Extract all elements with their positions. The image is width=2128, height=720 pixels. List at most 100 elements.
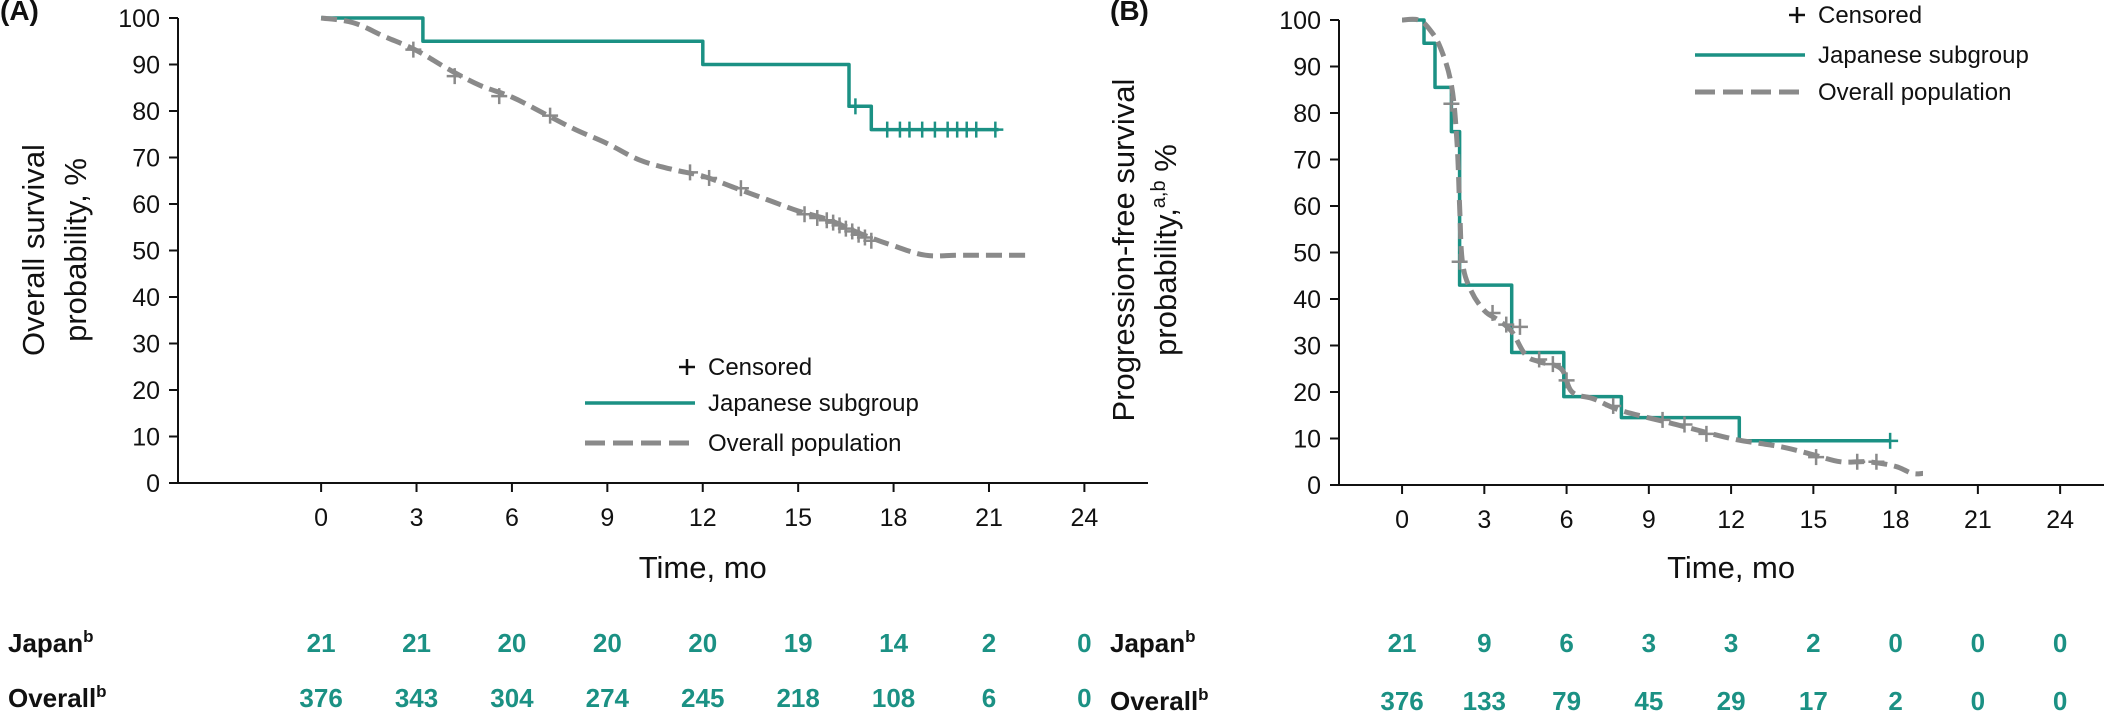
risk-value: 0 <box>1077 628 1091 658</box>
risk-value: 6 <box>1559 628 1573 658</box>
y-tick-label: 40 <box>132 284 160 312</box>
x-tick-label: 0 <box>1395 506 1409 534</box>
overall-censor-mark <box>809 209 826 226</box>
overall-censor-mark <box>863 232 880 249</box>
y-tick-label: 20 <box>1293 379 1321 407</box>
overall-censor-mark <box>491 88 508 105</box>
overall-censor-mark <box>542 107 559 124</box>
x-tick-label: 6 <box>505 504 519 532</box>
risk-value: 218 <box>776 683 819 713</box>
overall-censor-mark <box>796 206 813 223</box>
y-axis-label-line2: probability,a,b % <box>1148 144 1183 356</box>
japanese-subgroup-line <box>1402 18 1891 443</box>
overall-population-line <box>1401 16 1924 477</box>
x-tick-label: 21 <box>975 504 1003 532</box>
panel-label: (B) <box>1110 0 1149 26</box>
risk-row-label: Japanb <box>8 627 94 658</box>
legend-censored-label: Censored <box>708 354 812 381</box>
overall-censor-mark <box>1531 351 1548 368</box>
risk-value: 2 <box>1888 686 1902 716</box>
japan-censor-mark <box>968 121 985 138</box>
y-tick-label: 60 <box>132 191 160 219</box>
risk-value: 20 <box>688 628 717 658</box>
y-tick-label: 100 <box>1279 7 1321 35</box>
risk-value: 45 <box>1634 686 1663 716</box>
y-tick-label: 50 <box>132 238 160 266</box>
overall-censor-mark <box>1498 316 1515 333</box>
risk-value: 133 <box>1463 686 1506 716</box>
overall-censor-mark <box>1443 95 1460 112</box>
legend-overall-label: Overall population <box>1818 79 2011 106</box>
overall-censor-mark <box>701 169 718 186</box>
japan-censor-mark <box>847 98 864 115</box>
y-axis-label-line1: Overall survival <box>16 144 51 356</box>
legend-censored-label: Censored <box>1818 2 1922 29</box>
risk-value: 17 <box>1799 686 1828 716</box>
y-tick-label: 60 <box>1293 193 1321 221</box>
legend-censored-symbol <box>1789 7 1805 23</box>
overall-censor-mark <box>1654 411 1671 428</box>
risk-row-label: Overallb <box>1110 685 1209 716</box>
overall-censor-mark <box>405 41 422 58</box>
x-tick-label: 6 <box>1560 506 1574 534</box>
panel-label: (A) <box>0 0 39 26</box>
legend-japan-label: Japanese subgroup <box>708 390 919 417</box>
x-tick-label: 18 <box>1882 506 1910 534</box>
y-tick-label: 70 <box>132 145 160 173</box>
risk-value: 0 <box>2053 628 2067 658</box>
risk-value: 21 <box>1388 628 1417 658</box>
risk-row-label: Japanb <box>1110 627 1196 658</box>
overall-censor-mark <box>1605 397 1622 414</box>
overall-censor-mark <box>1544 356 1561 373</box>
japanese-subgroup-line <box>321 16 999 132</box>
overall-censor-mark <box>446 68 463 85</box>
risk-value: 343 <box>395 683 438 713</box>
y-axis-label-line2: probability, % <box>58 158 93 342</box>
x-tick-label: 0 <box>314 504 328 532</box>
overall-censor-mark <box>1849 453 1866 470</box>
x-tick-label: 3 <box>1477 506 1491 534</box>
risk-value: 20 <box>593 628 622 658</box>
overall-censor-mark <box>732 180 749 197</box>
japan-censor-mark <box>987 121 1004 138</box>
y-tick-label: 80 <box>1293 100 1321 128</box>
risk-value: 21 <box>402 628 431 658</box>
y-tick-label: 90 <box>1293 54 1321 82</box>
overall-censor-mark <box>1451 253 1468 270</box>
overall-censor-mark <box>1698 425 1715 442</box>
legend-censored-symbol <box>679 359 695 375</box>
legend-overall-label: Overall population <box>708 430 901 457</box>
x-tick-label: 24 <box>2046 506 2074 534</box>
risk-value: 19 <box>784 628 813 658</box>
x-tick-label: 18 <box>880 504 908 532</box>
risk-value: 0 <box>1077 683 1091 713</box>
risk-value: 14 <box>879 628 908 658</box>
risk-value: 0 <box>1971 686 1985 716</box>
x-tick-label: 9 <box>1642 506 1656 534</box>
x-tick-label: 21 <box>1964 506 1992 534</box>
x-tick-label: 3 <box>410 504 424 532</box>
risk-value: 3 <box>1642 628 1656 658</box>
risk-value: 29 <box>1717 686 1746 716</box>
x-tick-label: 15 <box>1799 506 1827 534</box>
y-tick-label: 0 <box>1307 472 1321 500</box>
risk-value: 9 <box>1477 628 1491 658</box>
legend: Censored Japanese subgroup Overall populat… <box>1695 2 2029 106</box>
y-axis-label-line1: Progression-free survival <box>1106 79 1141 422</box>
x-tick-label: 12 <box>1717 506 1745 534</box>
risk-value: 79 <box>1552 686 1581 716</box>
risk-value: 376 <box>1380 686 1423 716</box>
x-axis-label: Time, mo <box>1667 550 1795 585</box>
risk-value: 108 <box>872 683 915 713</box>
overall-censor-mark <box>1868 453 1885 470</box>
overall-censor-mark <box>1808 449 1825 466</box>
risk-value: 0 <box>1971 628 1985 658</box>
legend-japan-label: Japanese subgroup <box>1818 42 2029 69</box>
risk-value: 0 <box>2053 686 2067 716</box>
risk-value: 21 <box>307 628 336 658</box>
risk-value: 274 <box>586 683 630 713</box>
overall-censor-mark <box>1484 304 1501 321</box>
